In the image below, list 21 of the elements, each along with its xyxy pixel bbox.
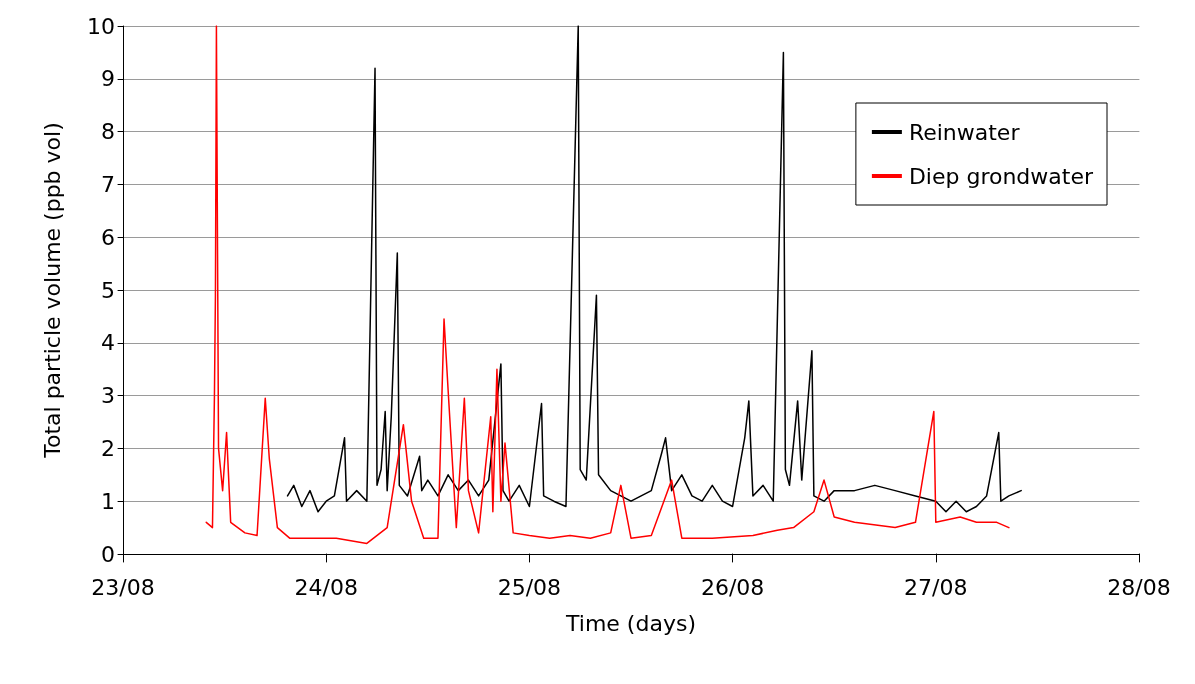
x-tick-label: 25/08: [497, 574, 562, 600]
x-tick-label: 28/08: [1107, 574, 1171, 600]
x-tick-label: 26/08: [700, 574, 765, 600]
x-axis-title: Time (days): [565, 610, 696, 636]
y-axis-title: Total particle volume (ppb vol): [39, 122, 65, 459]
y-tick-label: 8: [101, 119, 115, 145]
y-tick-label: 10: [87, 13, 115, 39]
y-tick-label: 5: [101, 277, 115, 303]
y-tick-label: 7: [101, 171, 115, 197]
y-tick-label: 2: [101, 435, 115, 461]
x-tick-label: 24/08: [294, 574, 358, 600]
x-tick-label: 23/08: [91, 574, 155, 600]
y-tick-label: 9: [101, 66, 115, 92]
y-tick-label: 1: [101, 488, 115, 514]
legend-label: Diep grondwater: [908, 163, 1094, 189]
legend-label: Reinwater: [908, 119, 1021, 145]
y-tick-label: 6: [101, 224, 115, 250]
x-tick-label: 27/08: [904, 574, 968, 600]
y-tick-label: 0: [101, 541, 115, 567]
y-tick-label: 4: [101, 330, 115, 356]
y-tick-label: 3: [101, 383, 115, 409]
